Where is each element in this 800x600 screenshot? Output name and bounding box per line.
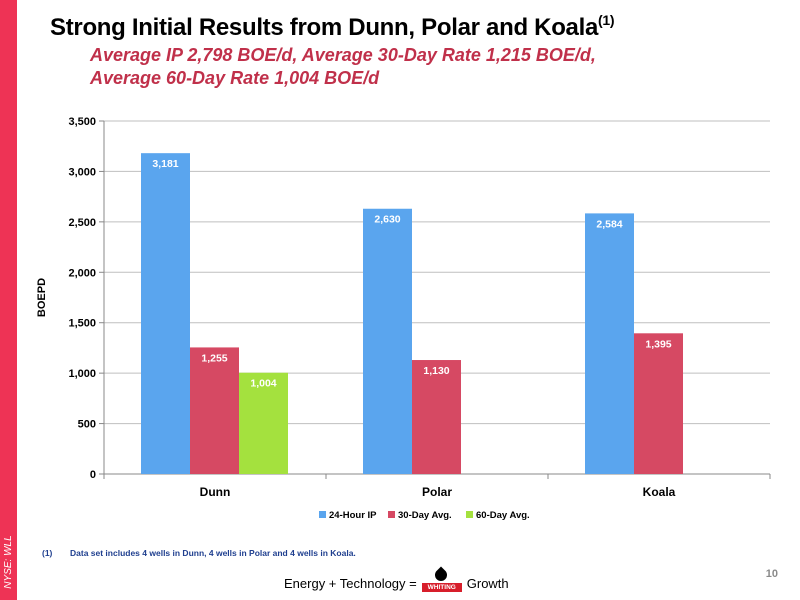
data-label: 1,130: [423, 365, 449, 377]
slide-title: Strong Initial Results from Dunn, Polar …: [50, 12, 615, 42]
side-accent-bar: NYSE: WLL: [0, 0, 17, 600]
legend-swatch: [466, 511, 473, 518]
slide-title-text: Strong Initial Results from Dunn, Polar …: [50, 14, 599, 41]
subtitle-line-1: Average IP 2,798 BOE/d, Average 30-Day R…: [90, 45, 596, 65]
y-tick-label: 3,500: [68, 116, 96, 128]
bar: [239, 372, 288, 474]
slide-subtitle: Average IP 2,798 BOE/d, Average 30-Day R…: [90, 44, 596, 90]
footnote: (1) Data set includes 4 wells in Dunn, 4 …: [42, 548, 356, 558]
footnote-text: Data set includes 4 wells in Dunn, 4 wel…: [70, 548, 356, 558]
data-label: 1,255: [201, 352, 227, 364]
bar: [190, 347, 239, 474]
footnote-number: (1): [42, 548, 53, 558]
y-tick-label: 2,500: [68, 217, 96, 229]
y-tick-label: 1,000: [68, 368, 96, 380]
y-tick-label: 1,500: [68, 318, 96, 330]
y-tick-label: 2,000: [68, 267, 96, 279]
data-label: 1,395: [645, 338, 671, 350]
data-label: 2,584: [596, 218, 622, 230]
whiting-logo: WHITING: [421, 566, 462, 594]
tagline-right: Growth: [466, 575, 509, 591]
legend-swatch: [388, 511, 395, 518]
legend-swatch: [319, 511, 326, 518]
y-tick-label: 500: [78, 419, 96, 431]
bar: [585, 213, 634, 475]
tagline: Energy + Technology = WHITING Growth: [284, 566, 509, 594]
subtitle-line-2: Average 60-Day Rate 1,004 BOE/d: [90, 68, 380, 88]
tagline-left: Energy + Technology =: [284, 575, 417, 591]
bar: [363, 208, 412, 474]
page-number: 10: [765, 568, 778, 580]
legend-label: 60-Day Avg.: [476, 510, 530, 521]
y-tick-label: 0: [90, 469, 96, 481]
y-tick-label: 3,000: [68, 166, 96, 178]
legend-label: 30-Day Avg.: [398, 510, 452, 521]
bar: [634, 333, 683, 474]
data-label: 3,181: [152, 158, 178, 170]
data-label: 1,004: [250, 378, 276, 390]
bar: [412, 360, 461, 474]
legend-label: 24-Hour IP: [329, 510, 377, 521]
y-axis-title: BOEPD: [36, 278, 48, 317]
x-tick-label: Koala: [643, 485, 676, 499]
bar: [141, 153, 190, 474]
data-label: 2,630: [374, 214, 400, 226]
title-footnote-marker: (1): [598, 12, 615, 28]
x-tick-label: Polar: [422, 485, 452, 499]
logo-text: WHITING: [421, 583, 462, 592]
x-tick-label: Dunn: [200, 485, 231, 499]
